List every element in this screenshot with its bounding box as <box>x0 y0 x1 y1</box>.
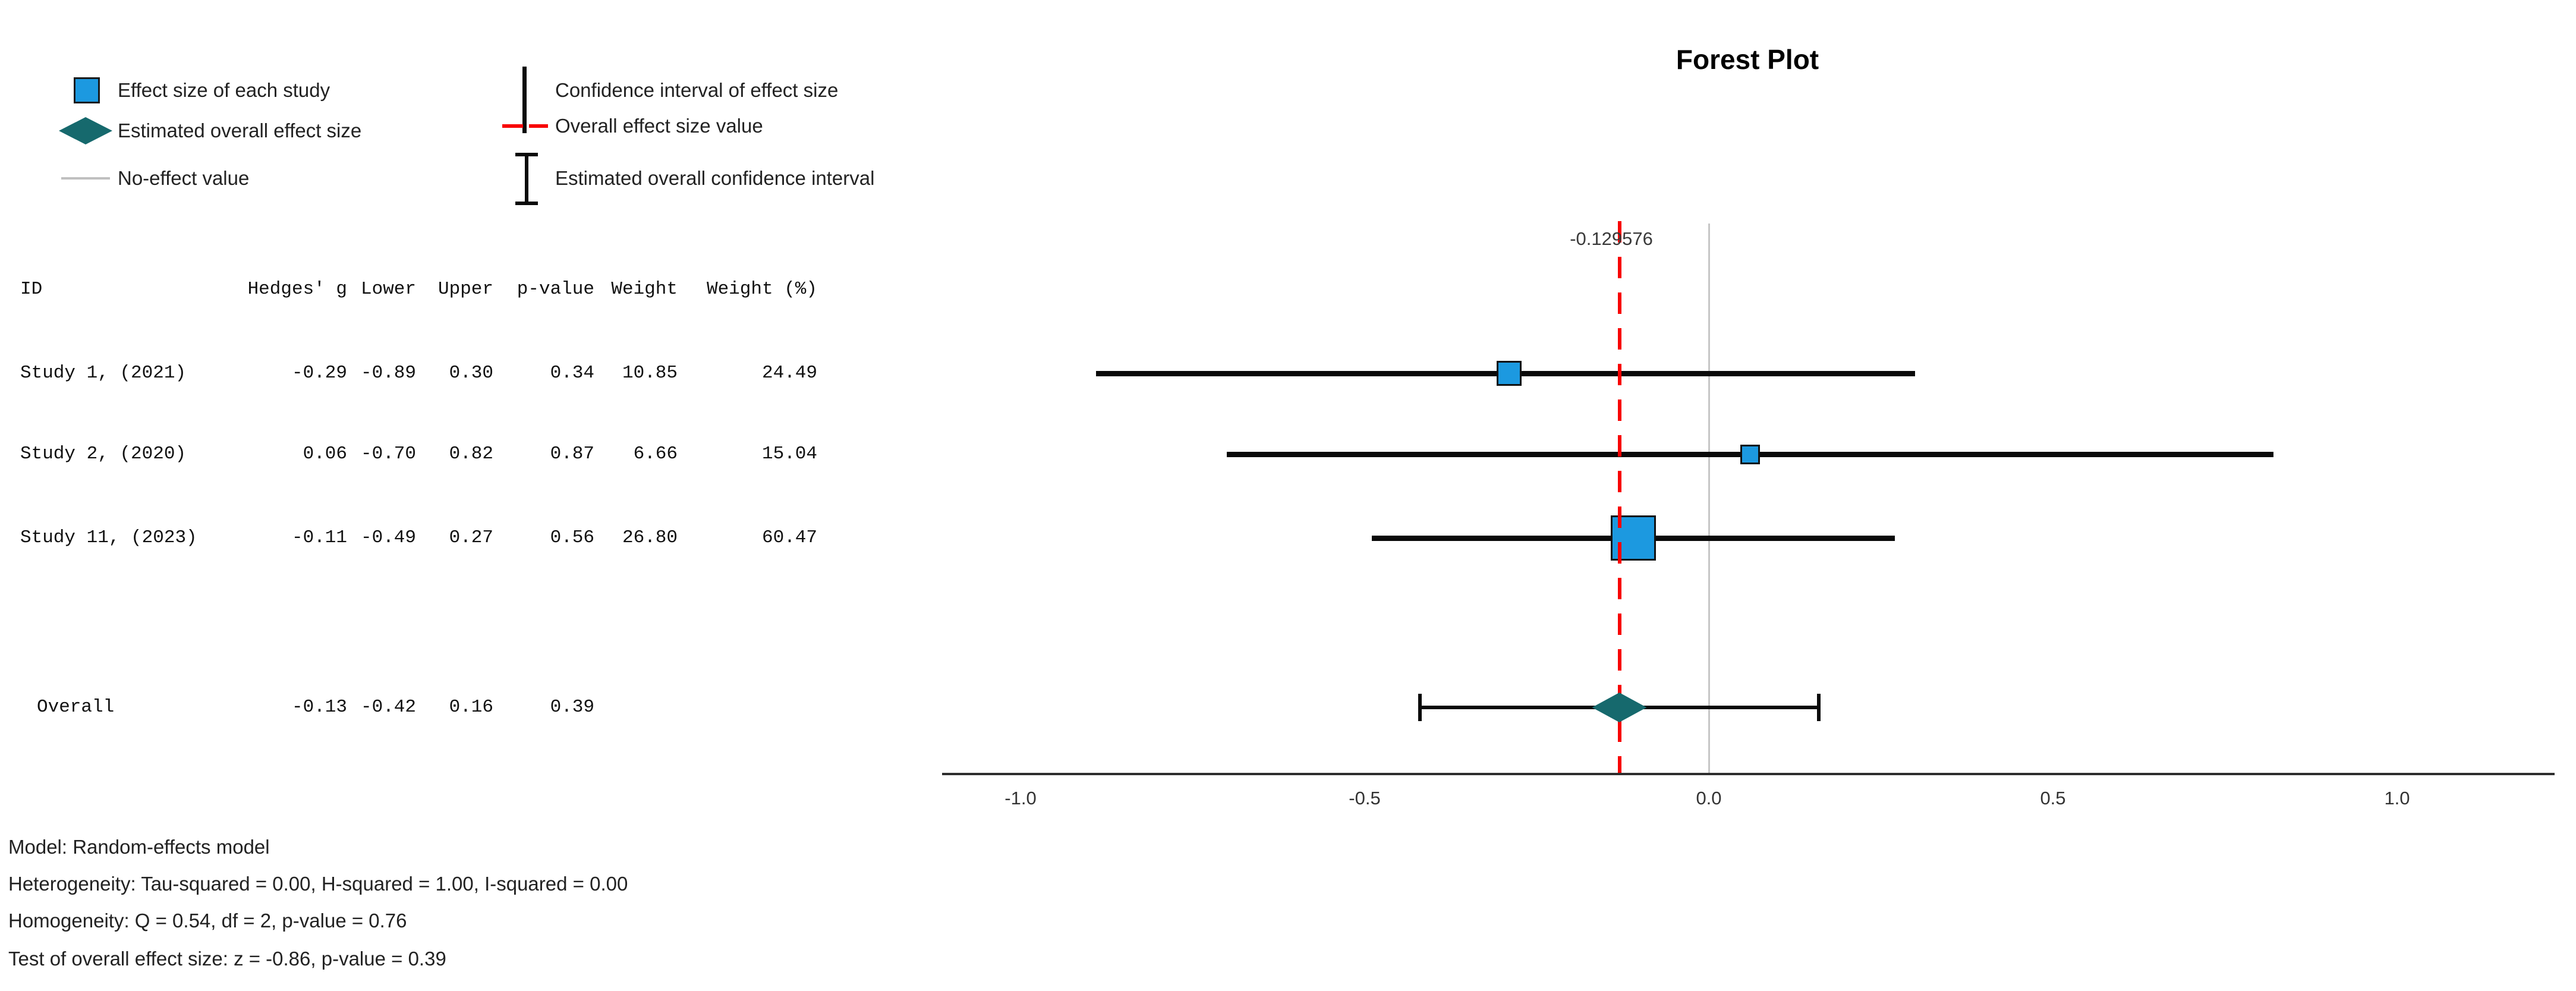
cell-upper: 0.30 <box>449 363 493 383</box>
table-row: Study 2, (2020) 0.06 -0.70 0.82 0.87 6.66 15.0… <box>20 442 817 466</box>
legend-overall-line-dash-icon <box>502 124 523 128</box>
overall-effect-diamond <box>1592 693 1647 722</box>
cell-lower: -0.89 <box>360 363 416 383</box>
table-row: Study 1, (2021) -0.29 -0.89 0.30 0.34 10.85 24… <box>20 361 817 385</box>
cell-hedges-g: -0.13 <box>291 697 347 718</box>
x-axis-line <box>942 773 2555 775</box>
cell-p-value: 0.87 <box>550 443 594 464</box>
column-header-upper: Upper <box>437 279 493 300</box>
cell-weight: 6.66 <box>633 443 678 464</box>
table-row-overall: Overall -0.13 -0.42 0.16 0.39 <box>20 696 817 719</box>
overall-effect-line <box>1617 221 1621 773</box>
cell-id: Overall <box>37 697 115 718</box>
legend-overall-ci-ibeam-icon <box>515 202 538 205</box>
overall-effect-value-label: -0.129576 <box>1570 228 1653 249</box>
x-axis-tick-label: -1.0 <box>1004 788 1037 808</box>
cell-p-value: 0.56 <box>550 527 594 548</box>
x-axis-tick-label: 1.0 <box>2384 788 2410 808</box>
column-header-id: ID <box>20 279 43 300</box>
overall-ci-end-cap <box>1817 694 1821 721</box>
cell-weight: 10.85 <box>622 363 678 383</box>
cell-p-value: 0.39 <box>550 697 594 718</box>
study-effect-square <box>1497 361 1522 386</box>
legend-label-study-effect: Effect size of each study <box>118 79 330 101</box>
cell-lower: -0.42 <box>360 697 416 718</box>
overall-ci-end-cap <box>1418 694 1422 721</box>
cell-upper: 0.16 <box>449 697 493 718</box>
cell-weight-pct <box>678 696 817 719</box>
study-effect-square <box>1740 444 1760 464</box>
no-effect-line <box>1708 224 1710 774</box>
legend-overall-effect-diamond-icon <box>59 117 112 144</box>
legend-label-no-effect: No-effect value <box>118 167 250 189</box>
cell-upper: 0.82 <box>449 443 493 464</box>
cell-hedges-g: 0.06 <box>303 443 347 464</box>
legend-ci-line-icon <box>522 67 527 133</box>
legend-label-ci: Confidence interval of effect size <box>555 79 839 101</box>
column-header-lower: Lower <box>360 279 416 300</box>
cell-lower: -0.49 <box>360 527 416 548</box>
cell-lower: -0.70 <box>360 443 416 464</box>
table-row: Study 11, (2023) -0.11 -0.49 0.27 0.56 26.80 6… <box>20 526 817 550</box>
cell-id: Study 2, (2020) <box>20 443 187 464</box>
legend-overall-ci-ibeam-icon <box>525 155 528 203</box>
legend-no-effect-line-icon <box>61 177 110 180</box>
cell-weight <box>594 696 678 719</box>
column-header-p-value: p-value <box>517 279 594 300</box>
note-homogeneity: Homogeneity: Q = 0.54, df = 2, p-value =… <box>8 910 407 932</box>
x-axis-tick-label: -0.5 <box>1349 788 1381 808</box>
legend-label-overall-line: Overall effect size value <box>555 115 763 137</box>
legend-overall-ci-ibeam-icon <box>515 153 538 156</box>
cell-hedges-g: -0.11 <box>291 527 347 548</box>
note-overall-test: Test of overall effect size: z = -0.86, … <box>8 948 446 970</box>
column-header-hedges-g: Hedges' g <box>247 279 347 300</box>
cell-hedges-g: -0.29 <box>291 363 347 383</box>
cell-weight: 26.80 <box>622 527 678 548</box>
column-header-weight: Weight <box>611 279 678 300</box>
cell-weight-pct: 24.49 <box>761 363 817 383</box>
note-model: Model: Random-effects model <box>8 836 270 858</box>
column-header-weight-pct: Weight (%) <box>706 279 817 300</box>
cell-id: Study 1, (2021) <box>20 363 187 383</box>
legend-overall-line-dash-icon <box>529 124 548 128</box>
note-heterogeneity: Heterogeneity: Tau-squared = 0.00, H-squ… <box>8 873 628 895</box>
cell-p-value: 0.34 <box>550 363 594 383</box>
x-axis-tick-label: 0.0 <box>1696 788 1722 808</box>
cell-weight-pct: 15.04 <box>761 443 817 464</box>
cell-upper: 0.27 <box>449 527 493 548</box>
table-header-row: ID Hedges' g Lower Upper p-value Weight … <box>20 278 817 301</box>
cell-id: Study 11, (2023) <box>20 527 197 548</box>
x-axis-tick-label: 0.5 <box>2040 788 2066 808</box>
cell-weight-pct: 60.47 <box>761 527 817 548</box>
chart-title: Forest Plot <box>1676 44 1819 75</box>
legend-label-overall-ci: Estimated overall confidence interval <box>555 167 875 189</box>
legend-label-overall-effect: Estimated overall effect size <box>118 119 362 141</box>
legend-study-effect-square-icon <box>74 77 100 103</box>
